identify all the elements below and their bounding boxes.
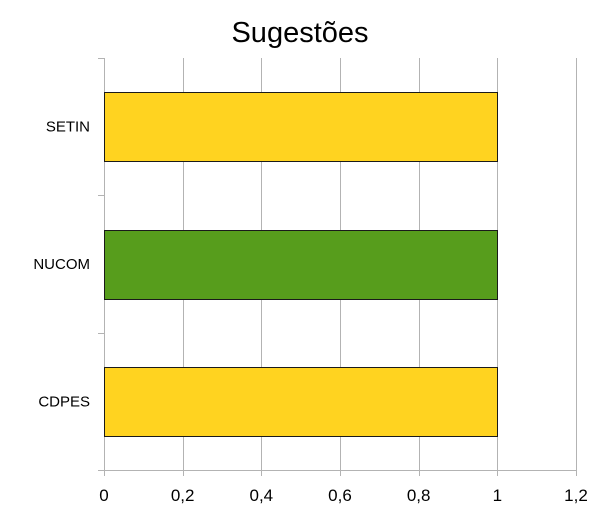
x-tick-label: 1 — [493, 486, 502, 505]
bar-cdpes — [104, 367, 498, 437]
labels: 0 0,2 0,4 0,6 0,8 1 1,2 SETIN NUCOM CDPES — [33, 119, 587, 505]
x-tick-label: 0,4 — [250, 486, 274, 505]
x-tick-label: 1,2 — [564, 486, 588, 505]
bar-setin — [104, 92, 498, 162]
bars — [104, 92, 498, 437]
x-tick-label: 0,6 — [328, 486, 352, 505]
x-tick-label: 0 — [99, 486, 108, 505]
chart-title: Sugestões — [231, 17, 368, 49]
x-tick-label: 0,8 — [407, 486, 431, 505]
bar-nucom — [104, 230, 498, 300]
y-category-label: NUCOM — [33, 256, 90, 273]
y-category-label: SETIN — [46, 119, 90, 136]
x-tick-label: 0,2 — [171, 486, 195, 505]
y-category-label: CDPES — [38, 393, 90, 410]
